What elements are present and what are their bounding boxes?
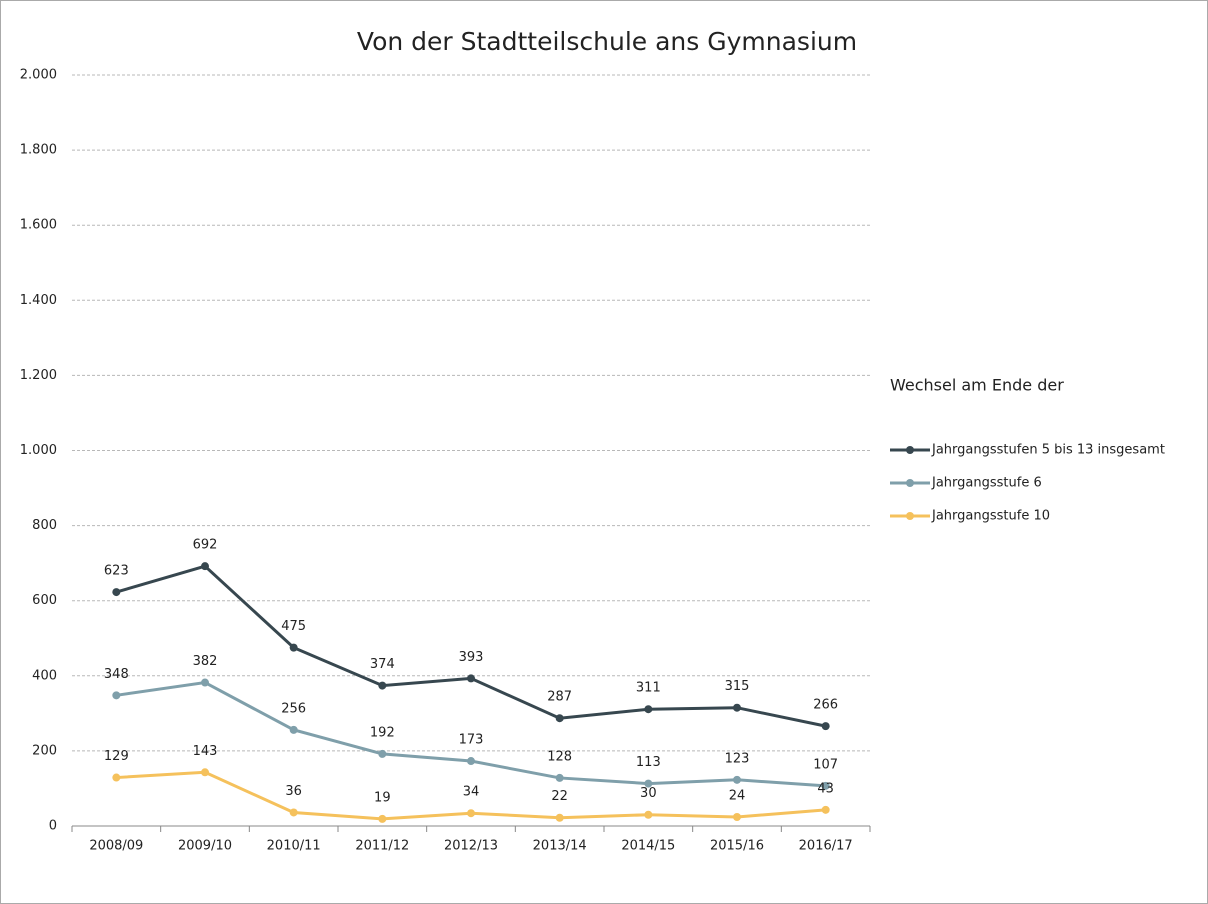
x-tick-label: 2012/13 <box>444 839 498 854</box>
data-label: 382 <box>193 654 218 669</box>
legend-marker <box>906 512 914 520</box>
data-label: 30 <box>640 786 657 801</box>
legend-label: Jahrgangsstufe 10 <box>931 509 1050 524</box>
y-tick-label: 200 <box>32 743 57 758</box>
y-tick-label: 1.000 <box>20 443 57 458</box>
data-label: 311 <box>636 681 661 696</box>
data-point <box>821 722 830 731</box>
data-label: 173 <box>459 733 484 748</box>
data-point <box>112 691 121 700</box>
data-label: 256 <box>281 701 306 716</box>
data-point <box>201 678 209 687</box>
data-label: 475 <box>281 619 306 634</box>
data-point <box>378 814 387 823</box>
data-label: 287 <box>547 690 572 705</box>
data-point <box>644 810 653 819</box>
data-label: 128 <box>547 749 572 764</box>
x-tick-label: 2009/10 <box>178 839 232 854</box>
data-label: 623 <box>104 564 129 579</box>
x-tick-label: 2014/15 <box>621 839 675 854</box>
data-label: 393 <box>459 650 484 665</box>
data-label: 22 <box>551 789 568 804</box>
data-point <box>644 779 653 788</box>
data-point <box>733 703 741 712</box>
data-point <box>733 812 741 821</box>
x-tick-label: 2015/16 <box>710 839 764 854</box>
data-label: 192 <box>370 725 395 740</box>
legend-title: Wechsel am Ende der <box>890 376 1064 395</box>
data-point <box>555 714 564 723</box>
data-point <box>201 562 209 571</box>
data-point <box>289 643 298 652</box>
x-tick-label: 2016/17 <box>799 839 853 854</box>
data-point <box>733 775 741 784</box>
chart-title: Von der Stadtteilschule ans Gymnasium <box>357 27 857 56</box>
data-label: 374 <box>370 657 395 672</box>
y-tick-label: 2.000 <box>20 68 57 83</box>
data-label: 107 <box>813 757 838 772</box>
data-point <box>201 768 209 777</box>
data-point <box>467 674 475 683</box>
data-label: 692 <box>193 538 218 553</box>
y-tick-label: 1.400 <box>20 293 57 308</box>
data-label: 123 <box>725 751 750 766</box>
data-point <box>378 681 387 690</box>
data-point <box>112 773 121 782</box>
data-label: 348 <box>104 667 129 682</box>
data-point <box>467 757 475 766</box>
y-tick-label: 1.800 <box>20 143 57 158</box>
data-label: 315 <box>725 679 750 694</box>
data-label: 43 <box>817 781 834 796</box>
data-point <box>821 805 830 814</box>
y-tick-label: 0 <box>49 819 57 834</box>
legend-marker <box>906 479 914 487</box>
data-label: 34 <box>463 785 480 800</box>
data-point <box>467 809 475 818</box>
data-point <box>644 705 653 714</box>
x-tick-label: 2010/11 <box>267 839 321 854</box>
data-point <box>555 773 564 782</box>
data-label: 19 <box>374 790 391 805</box>
x-tick-label: 2013/14 <box>533 839 587 854</box>
x-tick-label: 2011/12 <box>355 839 409 854</box>
data-label: 113 <box>636 755 661 770</box>
legend-label: Jahrgangsstufe 6 <box>931 476 1042 491</box>
data-point <box>112 588 121 597</box>
y-tick-label: 1.600 <box>20 218 57 233</box>
data-label: 36 <box>285 784 302 799</box>
data-label: 143 <box>193 744 218 759</box>
data-point <box>289 808 298 817</box>
legend-label: Jahrgangsstufen 5 bis 13 insgesamt <box>931 443 1165 458</box>
x-tick-label: 2008/09 <box>89 839 143 854</box>
data-point <box>378 749 387 758</box>
data-label: 266 <box>813 698 838 713</box>
data-point <box>821 781 830 790</box>
data-label: 129 <box>104 749 129 764</box>
y-tick-label: 800 <box>32 518 57 533</box>
data-point <box>555 813 564 822</box>
legend-marker <box>906 446 914 454</box>
y-tick-label: 400 <box>32 668 57 683</box>
data-label: 24 <box>729 788 746 803</box>
y-tick-label: 600 <box>32 593 57 608</box>
y-tick-label: 1.200 <box>20 368 57 383</box>
data-point <box>289 725 298 734</box>
